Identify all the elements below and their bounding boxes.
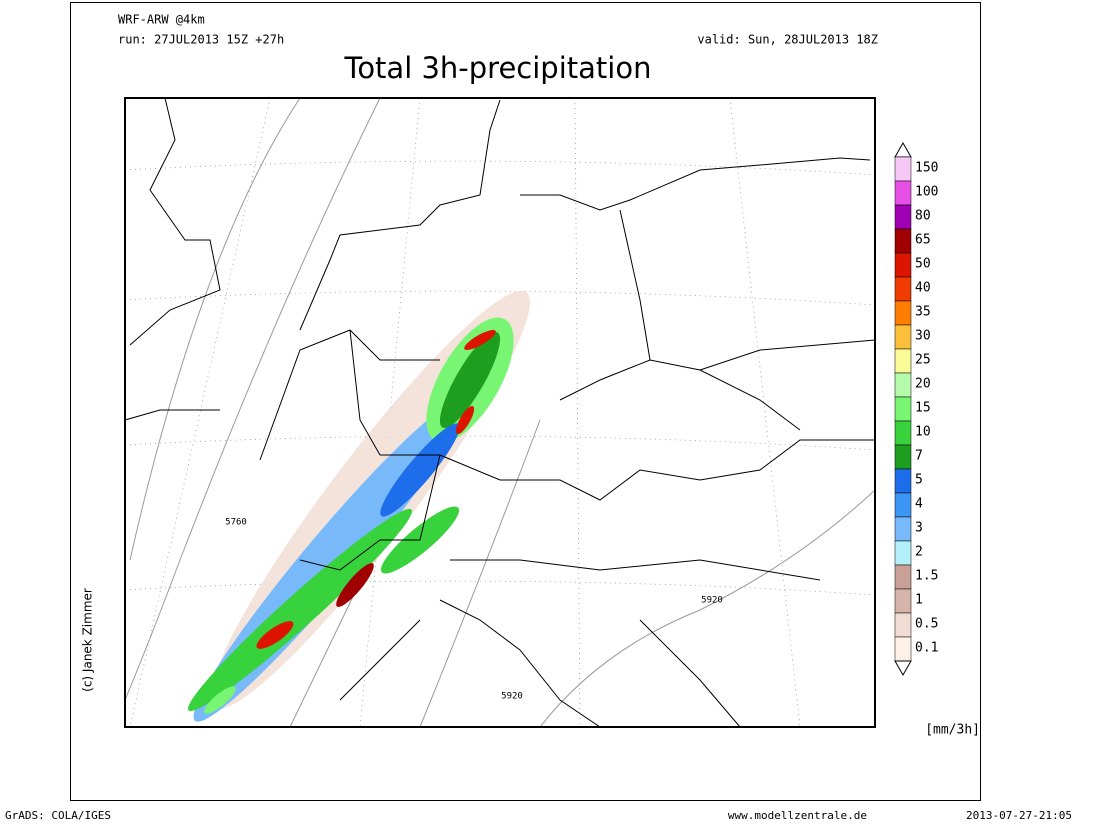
colorbar-label: 150 [915,161,938,176]
colorbar-swatch [894,540,912,566]
footer-url: www.modellzentrale.de [728,809,867,822]
colorbar-unit: [mm/3h] [925,723,980,738]
colorbar-label: 30 [915,329,931,344]
colorbar-arrow [894,660,912,677]
credit: (c) Janek Zimmer [81,588,95,692]
contour-label: 5920 [501,692,523,702]
footer-software: GrADS: COLA/IGES [5,809,111,822]
colorbar-label: 65 [915,233,931,248]
model-label: WRF-ARW @4km [118,13,205,27]
colorbar-swatch [894,492,912,518]
contour-label: 5760 [225,518,247,528]
colorbar-swatch [894,612,912,638]
valid-label: valid: Sun, 28JUL2013 18Z [697,33,878,47]
colorbar-label: 2 [915,545,923,560]
colorbar-label: 0.1 [915,641,938,656]
colorbar-swatch [894,516,912,542]
colorbar-label: 25 [915,353,931,368]
run-label: run: 27JUL2013 15Z +27h [118,33,284,47]
colorbar-swatch [894,564,912,590]
colorbar-swatch [894,180,912,206]
colorbar-swatch [894,300,912,326]
colorbar-label: 1.5 [915,569,938,584]
colorbar-swatch [894,636,912,662]
colorbar-swatch [894,204,912,230]
colorbar-swatch [894,348,912,374]
colorbar-swatch [894,588,912,614]
borders [125,98,875,727]
colorbar-label: 20 [915,377,931,392]
colorbar-swatch [894,252,912,278]
map: 5760 5920 5920 [124,97,876,728]
colorbar-label: 10 [915,425,931,440]
contour-label: 5920 [701,596,723,606]
colorbar-label: 5 [915,473,923,488]
colorbar-swatch [894,420,912,446]
colorbar-label: 50 [915,257,931,272]
colorbar-swatch [894,276,912,302]
map-title: Total 3h-precipitation [344,51,652,85]
colorbar-label: 3 [915,521,923,536]
colorbar-swatch [894,444,912,470]
colorbar-swatch [894,468,912,494]
colorbar-label: 100 [915,185,938,200]
colorbar-label: 15 [915,401,931,416]
colorbar-swatch [894,396,912,422]
precipitation-area [188,290,531,722]
footer-timestamp: 2013-07-27-21:05 [966,809,1072,822]
colorbar-swatch [894,324,912,350]
colorbar: 150 100 80 65 50 40 35 30 25 20 15 10 7 5 4 3 2 1.5 1 0.5 0.… [894,141,938,677]
colorbar-label: 0.5 [915,617,938,632]
colorbar-label: 80 [915,209,931,224]
colorbar-label: 35 [915,305,931,320]
colorbar-swatch [894,228,912,254]
colorbar-swatch [894,372,912,398]
map-frame [124,97,876,728]
colorbar-label: 1 [915,593,923,608]
colorbar-label: 4 [915,497,923,512]
colorbar-swatch [894,156,912,182]
colorbar-label: 7 [915,449,923,464]
colorbar-label: 40 [915,281,931,296]
